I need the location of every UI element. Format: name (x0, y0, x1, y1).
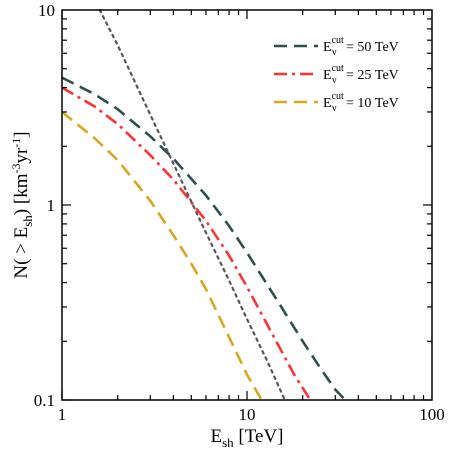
x-axis-label: Esh [TeV] (210, 426, 283, 450)
series-line-3 (61, 110, 263, 401)
legend-entry: Ecut ν = 25 TeV (323, 63, 399, 86)
series-line-2 (61, 86, 312, 401)
legend: Ecut ν = 50 TeV Ecut ν = 25 TeV Ecut ν = 10 TeV (274, 35, 399, 114)
series-layer (61, 8, 347, 402)
series-line-1 (61, 76, 347, 401)
x-tick-label: 100 (419, 405, 445, 424)
x-tick-label: 10 (239, 405, 256, 424)
series-line-4 (98, 8, 286, 402)
x-tick-label: 1 (58, 405, 67, 424)
y-tick-label: 0.1 (34, 391, 55, 410)
plot-frame (61, 9, 433, 401)
y-tick-label: 1 (47, 196, 56, 215)
y-axis-label: N( > Esh) [km-3yr-1] (9, 131, 35, 278)
legend-entry: Ecut ν = 10 TeV (323, 91, 399, 114)
legend-entry: Ecut ν = 50 TeV (323, 35, 399, 58)
y-tick-label: 10 (38, 1, 55, 20)
